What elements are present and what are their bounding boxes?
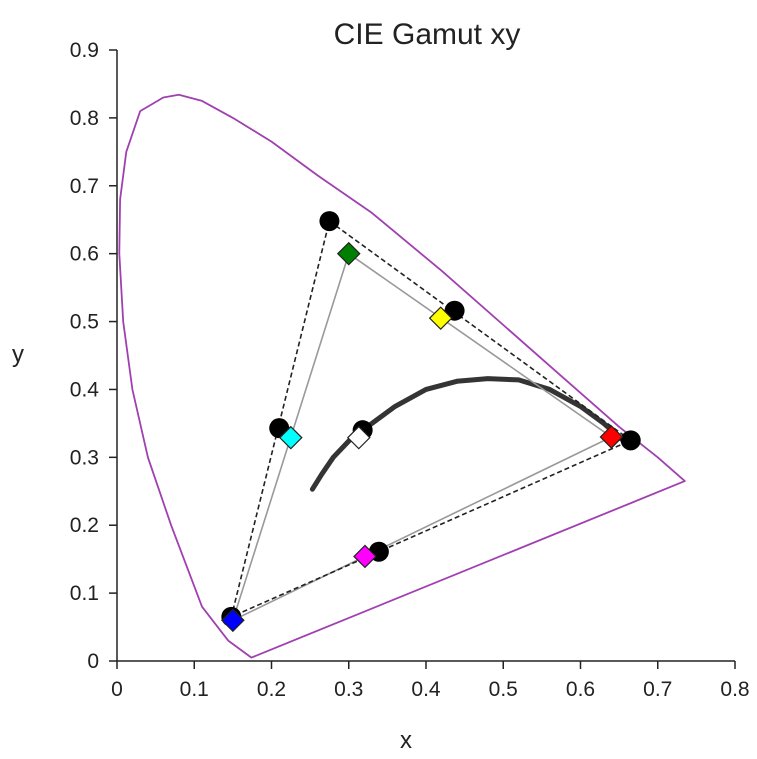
gamut-a-point [620,430,641,451]
gamut-b-point [428,306,453,331]
gamut-b-point [346,425,371,450]
y-axis-label: y [12,341,24,368]
x-tick-label: 0.2 [257,678,286,701]
plot-area [118,93,686,659]
gamut-b-point [336,241,361,266]
x-tick-label: 0.5 [489,678,518,701]
planckian-locus-line [309,376,626,492]
y-tick-label: 0.7 [70,175,99,198]
x-tick-label: 0.7 [643,678,672,701]
axes: 0 0.1 0.2 0.3 0.4 0.5 0.6 0.7 0.8 0 0.1 0.2 0.3 0.4 0.… [70,39,750,701]
y-tick-label: 0.8 [70,107,99,130]
y-tick-label: 0.3 [70,446,99,469]
gamut-b-point [278,425,303,450]
spectral-locus-line [118,93,686,659]
x-tick-label: 0.6 [566,678,595,701]
y-tick-label: 0.4 [70,378,100,401]
x-tick-label: 0.8 [720,678,749,701]
x-axis-label: x [400,727,412,754]
y-tick-label: 0.2 [70,514,99,537]
chart-title: CIE Gamut xy [334,18,521,51]
x-tick-label: 0.3 [334,678,363,701]
y-tick-label: 0.5 [70,311,99,334]
gamut-a-point [319,211,340,232]
x-tick-label: 0.4 [411,678,441,701]
y-tick-label: 0.6 [70,243,99,266]
gamut-a-triangle [230,219,633,619]
y-tick-label: 0.1 [70,582,99,605]
y-tick-label: 0 [87,650,99,673]
gamut-b-point [353,544,377,569]
gamut-b-point [221,608,245,633]
x-tick-label: 0 [111,678,123,701]
gamut-b-point [599,425,624,449]
y-tick-label: 0.9 [70,39,99,62]
x-tick-label: 0.1 [180,678,209,701]
